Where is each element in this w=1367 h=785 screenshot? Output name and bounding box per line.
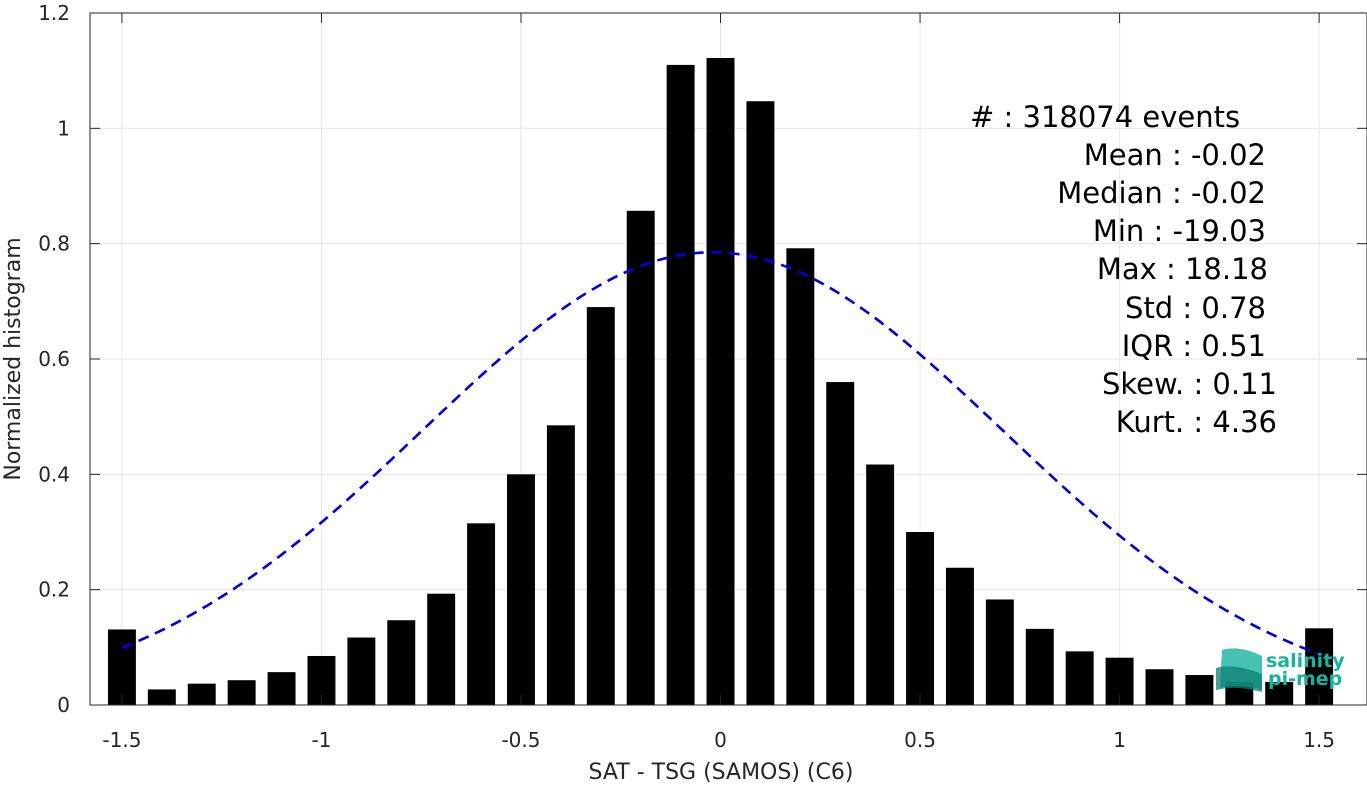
x-tick-label-1: -1 xyxy=(311,728,331,752)
y-tick-label-4: 0.8 xyxy=(38,232,70,256)
histogram-bar-20 xyxy=(906,532,935,705)
histogram-bar-21 xyxy=(945,567,974,705)
logo-wave-icon-dark xyxy=(1216,666,1262,692)
y-axis-ticks: 0 0.2 0.4 0.6 0.8 1 1.2 xyxy=(38,1,1367,717)
histogram-bar-0 xyxy=(107,629,136,705)
histogram-bar-16 xyxy=(746,101,775,706)
histogram-bar-23 xyxy=(1025,628,1054,705)
histogram-bar-9 xyxy=(467,523,496,705)
histogram-bar-2 xyxy=(187,683,216,705)
x-tick-label-4: 0.5 xyxy=(904,728,936,752)
histogram-bar-22 xyxy=(985,599,1014,705)
histogram-bar-4 xyxy=(267,672,296,705)
logo-line1: salinity xyxy=(1266,650,1345,672)
y-tick-label-5: 1 xyxy=(57,116,70,140)
histogram-bar-8 xyxy=(427,593,456,705)
stat-events: # : 318074 events xyxy=(970,100,1240,134)
x-tick-label-5: 1 xyxy=(1113,728,1126,752)
x-tick-label-6: 1.5 xyxy=(1303,728,1335,752)
histogram-bar-29 xyxy=(1265,681,1294,705)
histogram-bar-26 xyxy=(1145,669,1174,705)
stat-skew: Skew. : 0.11 xyxy=(1102,367,1277,401)
stat-iqr: IQR : 0.51 xyxy=(1122,329,1266,363)
histogram-bar-3 xyxy=(227,680,256,705)
gaussian-fit-curve xyxy=(121,251,1320,656)
stat-mean: Mean : -0.02 xyxy=(1084,138,1266,172)
histogram-bar-11 xyxy=(546,425,575,705)
histogram-bar-15 xyxy=(706,57,735,706)
stat-median: Median : -0.02 xyxy=(1057,176,1266,210)
stats-box: # : 318074 events Mean : -0.02 Median : … xyxy=(970,100,1277,439)
x-axis-label: SAT - TSG (SAMOS) (C6) xyxy=(589,760,854,785)
stat-min: Min : -19.03 xyxy=(1093,214,1266,248)
histogram-bar-7 xyxy=(387,620,416,705)
histogram-bar-12 xyxy=(586,307,615,705)
histogram-bar-18 xyxy=(826,382,855,705)
x-tick-label-2: -0.5 xyxy=(501,728,540,752)
histogram-bar-10 xyxy=(507,474,535,705)
y-tick-label-0: 0 xyxy=(57,693,70,717)
stat-kurt: Kurt. : 4.36 xyxy=(1116,405,1277,439)
histogram-bar-1 xyxy=(147,689,176,705)
x-tick-label-3: 0 xyxy=(714,728,727,752)
y-axis-label: Normalized histogram xyxy=(1,237,26,480)
histogram-bar-24 xyxy=(1065,651,1094,705)
histogram-bar-17 xyxy=(786,248,815,705)
histogram-bar-14 xyxy=(666,64,695,705)
histogram-bar-19 xyxy=(866,464,895,705)
histogram-bar-6 xyxy=(347,637,376,705)
x-axis-ticks: -1.5 -1 -0.5 0 0.5 1 1.5 xyxy=(102,13,1335,752)
stat-max: Max : 18.18 xyxy=(1097,252,1268,286)
histogram-bar-13 xyxy=(626,210,655,705)
logo-line2: pi-mep xyxy=(1268,668,1342,690)
x-tick-label-0: -1.5 xyxy=(102,728,141,752)
y-tick-label-6: 1.2 xyxy=(38,1,70,25)
y-tick-label-1: 0.2 xyxy=(38,578,70,602)
histogram-bar-27 xyxy=(1185,675,1214,705)
salinity-pi-mep-logo: salinity pi-mep xyxy=(1216,648,1345,692)
y-tick-label-3: 0.6 xyxy=(38,347,70,371)
y-tick-label-2: 0.4 xyxy=(38,462,70,486)
stat-std: Std : 0.78 xyxy=(1125,291,1266,325)
histogram-bars xyxy=(107,57,1334,706)
histogram-bar-30 xyxy=(1305,628,1334,705)
